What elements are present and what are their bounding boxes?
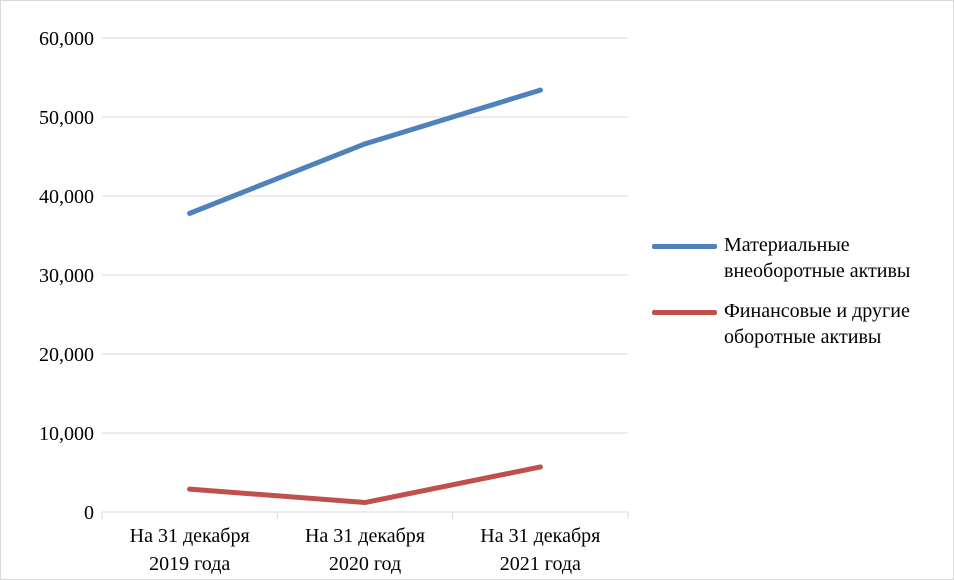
data-point bbox=[362, 141, 368, 147]
series-line-1 bbox=[187, 87, 543, 216]
axes: 0 10,000 20,000 30,000 40,000 50,000 60,000 На … bbox=[39, 28, 629, 575]
y-tick-label: 40,000 bbox=[39, 186, 94, 208]
data-point bbox=[537, 87, 543, 93]
data-point bbox=[187, 210, 193, 216]
series-line-2 bbox=[187, 464, 543, 506]
x-tick-label: На 31 декабря 2019 года bbox=[130, 525, 250, 575]
y-tick-label: 10,000 bbox=[39, 423, 94, 445]
legend-item-series-2: Финансовые и другие оборотные активы bbox=[652, 298, 952, 350]
legend-label-line: Материальные bbox=[724, 234, 850, 256]
x-tick-label: На 31 декабря 2020 год bbox=[305, 525, 425, 575]
y-tick-label: 20,000 bbox=[39, 344, 94, 366]
data-point bbox=[537, 464, 543, 470]
legend-label-line: оборотные активы bbox=[724, 326, 882, 348]
series-lines bbox=[187, 87, 543, 506]
gridlines bbox=[102, 37, 628, 434]
y-tick-label: 60,000 bbox=[39, 28, 94, 50]
legend-item-series-1: Материальные внеоборотные активы bbox=[652, 232, 952, 284]
legend-label-series-1: Материальные внеоборотные активы bbox=[724, 232, 949, 284]
legend: Материальные внеоборотные активы Финансо… bbox=[652, 232, 952, 364]
legend-swatch-series-1 bbox=[652, 244, 717, 249]
legend-label-line: внеоборотные активы bbox=[724, 260, 911, 282]
y-tick-label: 0 bbox=[84, 502, 94, 524]
data-point bbox=[187, 486, 193, 492]
x-tick-label: На 31 декабря 2021 года bbox=[480, 525, 600, 575]
y-tick-label: 30,000 bbox=[39, 265, 94, 287]
data-point bbox=[362, 500, 368, 506]
y-tick-label: 50,000 bbox=[39, 107, 94, 129]
legend-label-line: Финансовые и другие bbox=[724, 300, 910, 322]
legend-swatch-series-2 bbox=[652, 310, 717, 315]
legend-label-series-2: Финансовые и другие оборотные активы bbox=[724, 298, 949, 350]
